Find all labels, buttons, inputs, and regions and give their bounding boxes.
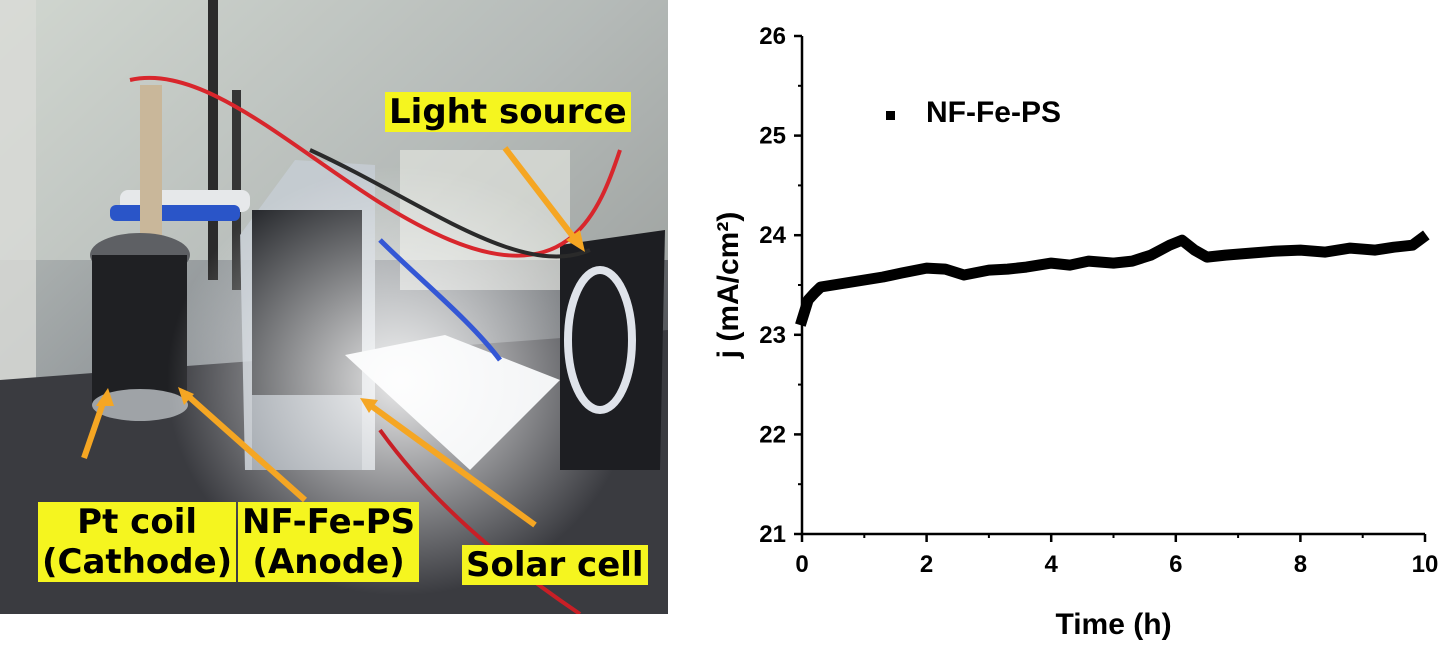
data-point — [1203, 254, 1210, 261]
data-point — [1147, 252, 1154, 259]
anode-label-line1: NF-Fe-PS — [242, 502, 416, 542]
data-point — [802, 306, 809, 313]
data-point — [1297, 247, 1304, 254]
data-point — [1247, 250, 1254, 257]
pt-coil-label-line2: (Cathode) — [42, 542, 233, 582]
setup-photo: Light source Pt coil (Cathode) NF-Fe-PS … — [0, 0, 668, 614]
data-point — [1066, 262, 1073, 269]
data-point — [1004, 266, 1011, 273]
data-point — [1418, 235, 1425, 242]
legend-label: NF-Fe-PS — [926, 96, 1061, 129]
data-point — [1409, 242, 1416, 249]
legend: NF-Fe-PS — [886, 96, 1061, 129]
data-point — [861, 277, 868, 284]
data-point — [805, 296, 812, 303]
current-density-chart: 21 22 23 24 25 26 0 2 4 6 8 10 Time (h) j (mA/cm²)… — [700, 0, 1444, 646]
data-point — [817, 283, 824, 290]
data-point — [1222, 252, 1229, 259]
data-point — [1048, 260, 1055, 267]
x-tick-label: 10 — [1412, 551, 1439, 578]
x-tick-label: 4 — [1045, 551, 1059, 578]
data-point — [1085, 258, 1092, 265]
data-point — [1179, 237, 1186, 244]
data-point — [1322, 249, 1329, 256]
pt-coil-label-line1: Pt coil — [77, 502, 198, 542]
y-axis-title: j (mA/cm²) — [712, 212, 745, 360]
data-point — [960, 272, 967, 279]
data-point — [1372, 247, 1379, 254]
data-point — [942, 266, 949, 273]
data-point — [1110, 260, 1117, 267]
series-layer — [795, 230, 1430, 327]
data-point — [830, 282, 837, 288]
nf-fe-ps-anode-label: NF-Fe-PS (Anode) — [238, 502, 420, 582]
y-tick-label: 23 — [759, 322, 786, 349]
x-tick-label: 2 — [920, 551, 933, 578]
x-tick-label: 0 — [795, 551, 808, 578]
anode-label-line2: (Anode) — [252, 542, 405, 582]
data-point — [923, 265, 930, 272]
data-point — [879, 274, 886, 281]
y-tick-label: 22 — [759, 421, 786, 448]
y-tick-label: 24 — [759, 222, 786, 249]
y-axis-ticks: 21 22 23 24 25 26 — [759, 23, 802, 548]
data-point — [1191, 247, 1198, 254]
pt-coil-cathode-label: Pt coil (Cathode) — [38, 502, 237, 582]
y-tick-label: 26 — [759, 23, 786, 50]
x-axis-ticks: 0 2 4 6 8 10 — [795, 534, 1438, 578]
data-point — [1129, 258, 1136, 265]
data-point — [898, 270, 905, 277]
data-point — [1347, 245, 1354, 252]
solar-cell-label: Solar cell — [462, 545, 648, 585]
data-point — [799, 316, 805, 323]
data-point — [1023, 264, 1030, 271]
x-axis-title: Time (h) — [1055, 608, 1171, 641]
x-tick-label: 6 — [1169, 551, 1182, 578]
data-point — [811, 289, 818, 296]
y-tick-label: 21 — [759, 521, 786, 548]
x-tick-label: 8 — [1294, 551, 1307, 578]
data-point — [1390, 244, 1397, 251]
plot-frame — [800, 36, 1425, 536]
data-point — [842, 280, 849, 287]
legend-marker — [886, 111, 895, 120]
y-tick-label: 25 — [759, 123, 786, 150]
series-line-NF-Fe-PS — [795, 230, 1430, 327]
data-point — [1166, 242, 1173, 249]
data-point — [985, 267, 992, 274]
data-point — [1272, 248, 1279, 255]
light-source-label: Light source — [385, 92, 631, 132]
